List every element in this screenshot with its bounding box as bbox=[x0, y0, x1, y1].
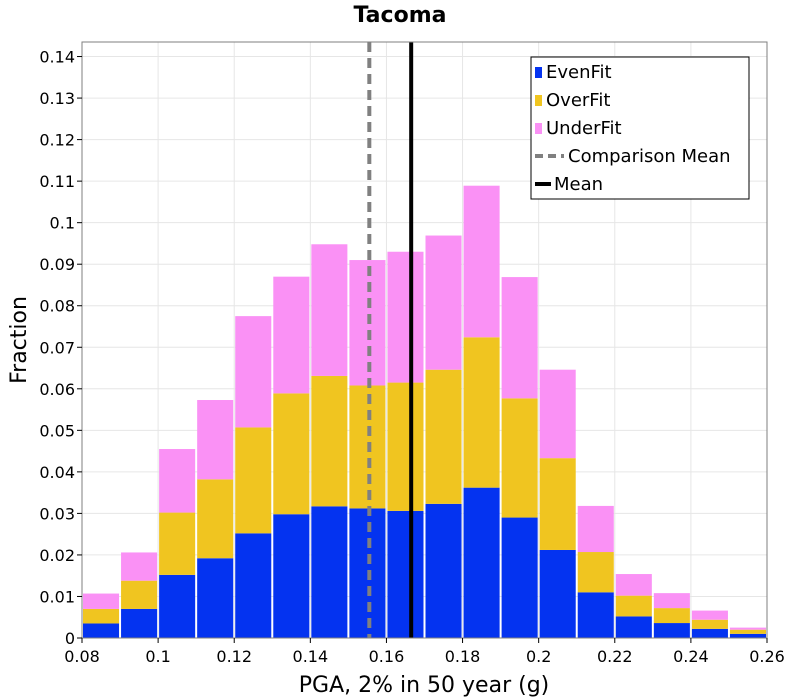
x-tick-label: 0.16 bbox=[369, 647, 405, 666]
legend-box bbox=[530, 56, 750, 200]
legend-label-comparison-mean: Comparison Mean bbox=[568, 146, 731, 167]
bar-underfit-1 bbox=[121, 552, 158, 581]
bar-underfit-17 bbox=[729, 627, 766, 630]
y-tick-label: 0.14 bbox=[39, 48, 75, 67]
bar-underfit-9 bbox=[425, 235, 462, 370]
y-tick-label: 0 bbox=[65, 629, 75, 648]
bar-evenfit-4 bbox=[235, 533, 272, 638]
bar-overfit-6 bbox=[311, 375, 348, 507]
bar-evenfit-15 bbox=[653, 623, 690, 638]
bar-overfit-10 bbox=[463, 337, 500, 488]
bar-evenfit-9 bbox=[425, 503, 462, 638]
bar-overfit-13 bbox=[577, 552, 614, 593]
bar-overfit-1 bbox=[121, 580, 158, 609]
bar-underfit-12 bbox=[539, 369, 576, 459]
legend-label-mean: Mean bbox=[554, 174, 603, 195]
x-tick-label: 0.1 bbox=[145, 647, 170, 666]
bar-evenfit-10 bbox=[463, 487, 500, 638]
x-tick-label: 0.24 bbox=[673, 647, 709, 666]
bar-evenfit-13 bbox=[577, 592, 614, 638]
legend-label-evenfit: EvenFit bbox=[546, 62, 612, 83]
y-tick-label: 0.1 bbox=[50, 214, 75, 233]
bar-evenfit-17 bbox=[729, 633, 766, 638]
bar-evenfit-11 bbox=[501, 517, 538, 638]
y-tick-label: 0.06 bbox=[39, 380, 75, 399]
bar-evenfit-6 bbox=[311, 506, 348, 638]
legend-swatch-overfit bbox=[535, 95, 542, 106]
y-tick-label: 0.03 bbox=[39, 504, 75, 523]
bar-overfit-15 bbox=[653, 608, 690, 624]
mean-lines bbox=[367, 42, 414, 638]
legend-label-underfit: UnderFit bbox=[546, 118, 622, 139]
bar-overfit-17 bbox=[729, 629, 766, 634]
legend-swatch-underfit bbox=[535, 123, 542, 134]
y-tick-label: 0.13 bbox=[39, 89, 75, 108]
bar-evenfit-3 bbox=[197, 558, 234, 638]
y-tick-label: 0.01 bbox=[39, 587, 75, 606]
bar-underfit-3 bbox=[197, 400, 234, 480]
bar-underfit-14 bbox=[615, 574, 652, 596]
bar-overfit-14 bbox=[615, 595, 652, 617]
x-axis-label: PGA, 2% in 50 year (g) bbox=[299, 673, 550, 698]
x-tick-label: 0.26 bbox=[749, 647, 785, 666]
x-tick-label: 0.22 bbox=[597, 647, 633, 666]
x-tick-label: 0.12 bbox=[216, 647, 252, 666]
chart-title: Tacoma bbox=[354, 3, 447, 28]
bar-underfit-15 bbox=[653, 593, 690, 609]
y-tick-label: 0.12 bbox=[39, 131, 75, 150]
legend-swatch-evenfit bbox=[535, 67, 542, 78]
bar-evenfit-8 bbox=[387, 510, 424, 638]
y-tick-label: 0.08 bbox=[39, 297, 75, 316]
bar-overfit-12 bbox=[539, 458, 576, 550]
y-tick-label: 0.02 bbox=[39, 546, 75, 565]
plot-frame bbox=[81, 41, 768, 639]
bar-overfit-0 bbox=[83, 608, 120, 624]
bar-evenfit-0 bbox=[83, 623, 120, 638]
bar-overfit-16 bbox=[691, 619, 728, 629]
bar-underfit-0 bbox=[83, 593, 120, 609]
bar-evenfit-16 bbox=[691, 628, 728, 638]
bar-underfit-10 bbox=[463, 185, 500, 338]
x-tick-label: 0.08 bbox=[64, 647, 100, 666]
bar-overfit-11 bbox=[501, 398, 538, 518]
bar-underfit-2 bbox=[159, 449, 196, 513]
bar-overfit-9 bbox=[425, 369, 462, 504]
bar-evenfit-1 bbox=[121, 608, 158, 638]
bar-underfit-4 bbox=[235, 316, 272, 428]
bar-overfit-2 bbox=[159, 512, 196, 575]
x-axis: 0.08 0.1 0.12 0.14 0.16 0.18 0.2 0.22 0.24 0.26 bbox=[64, 638, 785, 666]
y-tick-label: 0.11 bbox=[39, 172, 75, 191]
bar-evenfit-14 bbox=[615, 616, 652, 638]
x-tick-label: 0.14 bbox=[293, 647, 329, 666]
y-axis-label: Fraction bbox=[7, 296, 32, 384]
y-tick-label: 0.07 bbox=[39, 338, 75, 357]
y-tick-label: 0.05 bbox=[39, 421, 75, 440]
bar-underfit-16 bbox=[691, 610, 728, 620]
legend-label-overfit: OverFit bbox=[546, 90, 610, 111]
bar-underfit-8 bbox=[387, 251, 424, 383]
bar-underfit-11 bbox=[501, 277, 538, 399]
bar-overfit-3 bbox=[197, 479, 234, 559]
bar-underfit-5 bbox=[273, 276, 310, 394]
legend: EvenFit OverFit UnderFit Comparison Mean Mea… bbox=[530, 56, 750, 200]
x-tick-label: 0.2 bbox=[526, 647, 551, 666]
bar-evenfit-5 bbox=[273, 514, 310, 638]
bar-overfit-8 bbox=[387, 382, 424, 511]
bar-overfit-5 bbox=[273, 393, 310, 515]
x-tick-label: 0.18 bbox=[445, 647, 481, 666]
bar-evenfit-12 bbox=[539, 549, 576, 638]
y-axis: 0 0.01 0.02 0.03 0.04 0.05 0.06 0.07 0.08 0.09 0.1… bbox=[39, 48, 82, 648]
y-tick-label: 0.04 bbox=[39, 463, 75, 482]
y-tick-label: 0.09 bbox=[39, 255, 75, 274]
bar-underfit-13 bbox=[577, 505, 614, 553]
bar-underfit-6 bbox=[311, 244, 348, 376]
bar-evenfit-2 bbox=[159, 574, 196, 638]
bars bbox=[83, 185, 766, 638]
bar-overfit-4 bbox=[235, 427, 272, 534]
